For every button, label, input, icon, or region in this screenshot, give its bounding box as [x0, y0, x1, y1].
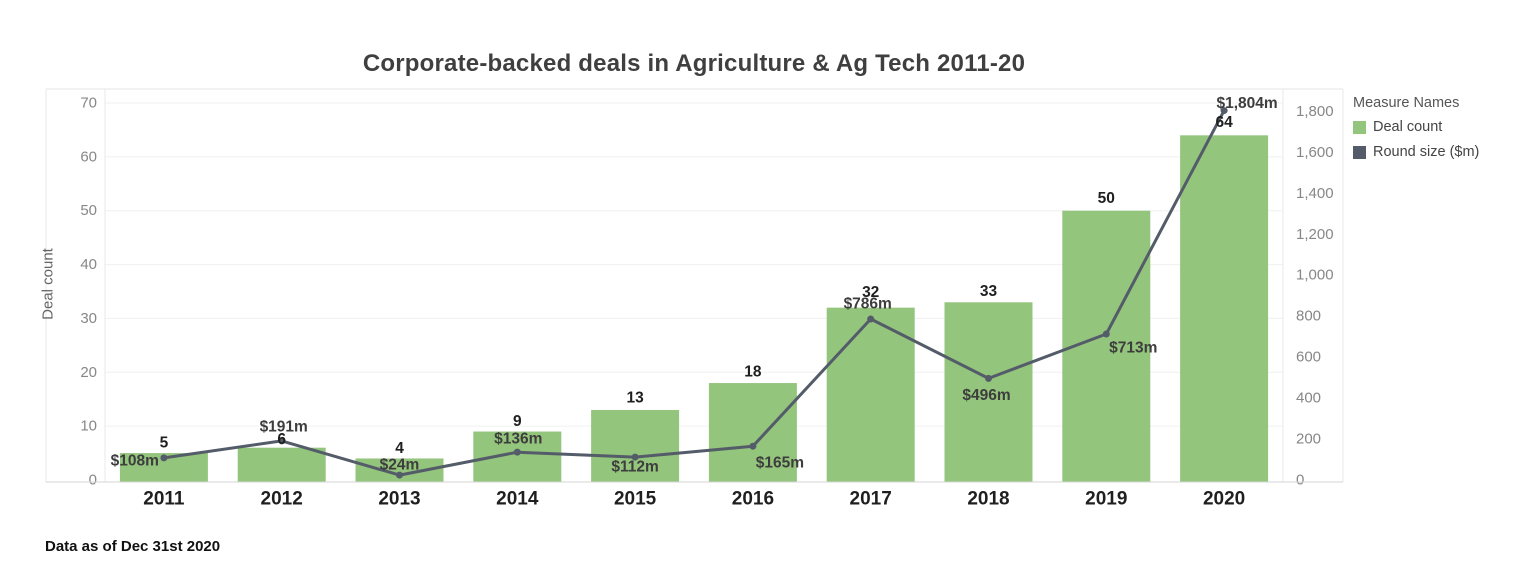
x-tick-label: 2020	[1203, 489, 1245, 510]
x-tick-label: 2015	[614, 489, 657, 510]
bar-value-label: 18	[744, 364, 762, 381]
legend-item-round-size: Round size ($m)	[1353, 144, 1533, 160]
right-axis-tick-label: 0	[1296, 472, 1304, 489]
bar-value-label: 33	[980, 283, 998, 300]
legend-item-label: Round size ($m)	[1373, 144, 1480, 160]
deal-count-swatch-icon	[1353, 120, 1366, 134]
right-axis-tick-label: 1,800	[1296, 103, 1334, 120]
footnote: Data as of Dec 31st 2020	[45, 538, 221, 555]
right-axis-tick-label: 800	[1296, 308, 1321, 325]
line-point-2017	[867, 315, 875, 323]
round-size-swatch-icon	[1353, 145, 1366, 159]
x-tick-label: 2012	[261, 489, 303, 510]
legend-title: Measure Names	[1353, 95, 1460, 111]
left-axis-title: Deal count	[39, 248, 57, 320]
bar-2016	[708, 383, 797, 482]
right-axis-tick-label: 200	[1296, 431, 1321, 448]
bar-2017	[826, 307, 915, 482]
bar-value-label: 64	[1215, 114, 1233, 131]
x-tick-label: 2017	[850, 489, 892, 510]
right-axis-tick-label: 1,000	[1296, 267, 1334, 284]
right-axis-tick-label: 1,400	[1296, 185, 1334, 202]
bar-value-label: 4	[395, 440, 404, 457]
line-point-2013	[396, 471, 403, 479]
line-value-label: $24m	[380, 457, 420, 474]
left-axis-tick-label: 20	[80, 364, 97, 381]
line-point-2018	[985, 374, 992, 382]
left-axis-tick-label: 60	[80, 148, 97, 165]
bar-value-label: 32	[862, 284, 879, 301]
x-tick-label: 2013	[378, 489, 420, 510]
legend-item-label: Deal count	[1373, 119, 1443, 135]
line-value-label: $786m	[844, 296, 892, 313]
legend-item-deal-count: Deal count	[1353, 119, 1533, 135]
legend: Measure Names Deal count Round size ($m)	[1353, 95, 1533, 169]
bar-2020	[1180, 135, 1269, 483]
x-tick-label: 2019	[1085, 489, 1127, 510]
line-value-label: $713m	[1109, 339, 1157, 356]
bar-2013	[355, 458, 444, 482]
line-point-2015	[631, 453, 639, 461]
left-axis-tick-label: 50	[80, 202, 97, 219]
bar-2012	[237, 447, 326, 482]
right-axis-tick-label: 1,200	[1296, 226, 1334, 243]
line-value-label: $191m	[260, 418, 308, 435]
left-axis-tick-label: 10	[80, 418, 97, 435]
right-axis-tick-label: 400	[1296, 390, 1321, 407]
bar-value-label: 50	[1098, 190, 1115, 207]
left-axis-tick-label: 30	[80, 310, 97, 327]
line-value-label: $136m	[494, 431, 542, 448]
chart-title: Corporate-backed deals in Agriculture & …	[362, 50, 1026, 77]
right-axis-tick-label: 600	[1296, 349, 1321, 366]
bar-value-label: 9	[513, 413, 522, 430]
x-tick-label: 2016	[732, 489, 774, 510]
left-axis-tick-label: 40	[80, 256, 97, 273]
line-point-2016	[749, 442, 757, 450]
line-value-label: $108m	[111, 452, 159, 469]
bar-value-label: 6	[277, 431, 286, 448]
x-tick-label: 2011	[143, 489, 185, 510]
bar-2015	[591, 409, 680, 482]
line-point-2014	[513, 448, 521, 456]
left-axis-tick-label: 70	[80, 95, 97, 112]
line-point-2011	[160, 454, 168, 462]
right-axis-tick-label: 1,600	[1296, 144, 1334, 161]
round-size-line	[163, 109, 1226, 477]
line-point-2012	[278, 437, 286, 445]
bar-value-label: 13	[626, 389, 644, 406]
line-value-label: $496m	[962, 387, 1010, 404]
x-tick-label: 2018	[967, 489, 1009, 510]
left-axis-tick-label: 0	[89, 472, 97, 489]
x-tick-label: 2014	[496, 489, 539, 510]
line-value-label: $112m	[611, 459, 658, 476]
bar-value-label: 5	[160, 435, 169, 452]
line-point-2020	[1220, 107, 1228, 115]
line-value-label: $165m	[756, 455, 804, 472]
bar-2018	[944, 302, 1033, 482]
line-point-2019	[1102, 330, 1110, 338]
line-value-label: $1,804m	[1216, 95, 1277, 112]
